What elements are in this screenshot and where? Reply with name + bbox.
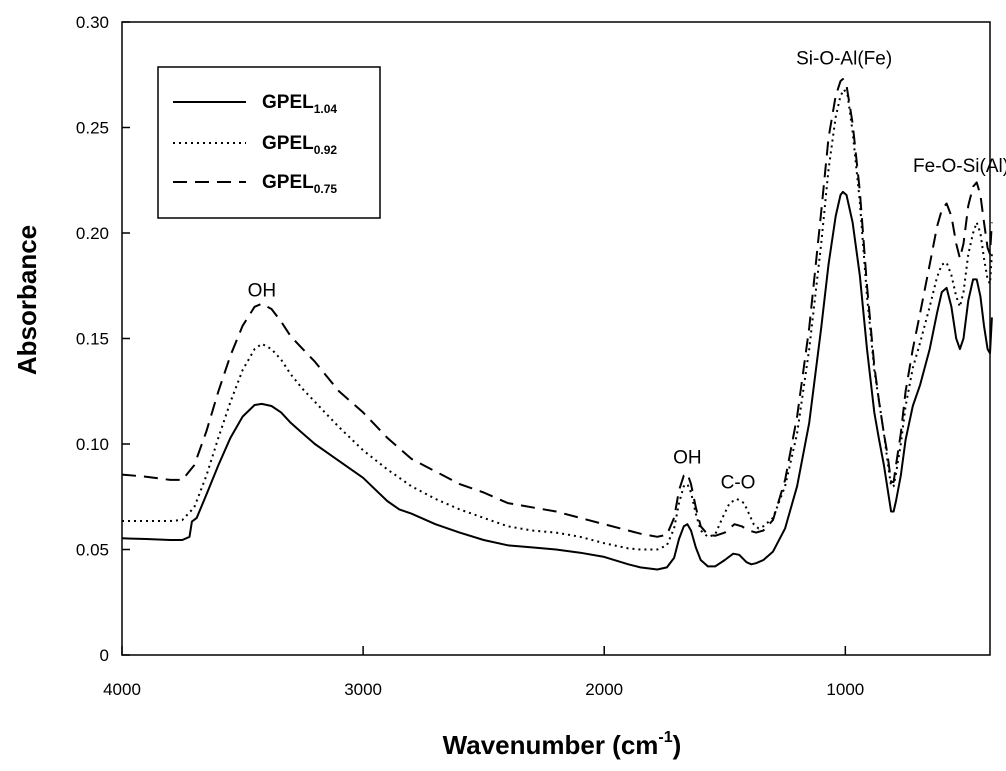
- legend-label-3: GPEL0.75: [262, 172, 337, 196]
- annotation-label-1: OH: [248, 281, 277, 302]
- annotation-label-3: C-O: [721, 473, 756, 494]
- annotation-label-4: Si-O-Al(Fe): [796, 49, 892, 70]
- series-layer: [121, 78, 993, 571]
- y-tick-label: 0.30: [76, 13, 109, 32]
- y-tick-label: 0.15: [76, 330, 109, 349]
- x-axis-title-sup: -1: [658, 729, 672, 746]
- legend-label-2-sub: 0.92: [314, 143, 338, 157]
- legend: GPEL1.04 GPEL0.92 GPEL0.75: [157, 66, 381, 219]
- x-axis-title-main: Wavenumber (cm: [443, 730, 659, 760]
- x-tick-label: 2000: [585, 680, 623, 699]
- x-tick-label: 3000: [344, 680, 382, 699]
- x-axis-ticks: 4000 3000 2000 1000: [103, 646, 864, 699]
- legend-label-3-sub: 0.75: [314, 182, 338, 196]
- x-axis-title-close: ): [673, 730, 682, 760]
- y-axis-ticks: 0 0.05 0.10 0.15 0.20 0.25 0.30: [76, 13, 130, 665]
- annotation-label-5: Fe-O-Si(Al): [913, 156, 1006, 177]
- legend-label-1: GPEL1.04: [262, 92, 337, 116]
- series-line-3: [121, 78, 993, 538]
- y-tick-label: 0.20: [76, 224, 109, 243]
- legend-label-1-sub: 1.04: [314, 102, 338, 116]
- y-axis-title: Absorbance: [12, 225, 42, 375]
- annotation-label-2: OH: [673, 447, 702, 468]
- y-tick-label: 0.25: [76, 119, 109, 138]
- x-tick-label: 4000: [103, 680, 141, 699]
- y-tick-label: 0.10: [76, 435, 109, 454]
- legend-box: [157, 66, 381, 219]
- legend-label-2: GPEL0.92: [262, 133, 337, 157]
- series-line-1: [121, 190, 993, 571]
- x-axis-title: Wavenumber (cm-1): [443, 729, 682, 760]
- legend-label-1-name: GPEL: [262, 92, 314, 113]
- legend-label-2-name: GPEL: [262, 133, 314, 154]
- x-tick-label: 1000: [826, 680, 864, 699]
- y-tick-label: 0.05: [76, 541, 109, 560]
- legend-label-3-name: GPEL: [262, 172, 314, 193]
- y-tick-label: 0: [100, 646, 109, 665]
- annotations-layer: OH OH C-O Si-O-Al(Fe) Fe-O-Si(Al): [248, 49, 1006, 494]
